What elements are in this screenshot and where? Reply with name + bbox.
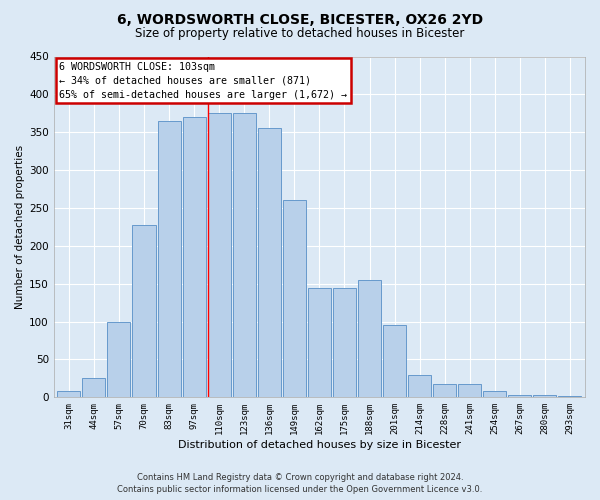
Bar <box>483 392 506 398</box>
Bar <box>283 200 306 398</box>
X-axis label: Distribution of detached houses by size in Bicester: Distribution of detached houses by size … <box>178 440 461 450</box>
Bar <box>308 288 331 398</box>
Bar <box>508 395 532 398</box>
Text: 6 WORDSWORTH CLOSE: 103sqm
← 34% of detached houses are smaller (871)
65% of sem: 6 WORDSWORTH CLOSE: 103sqm ← 34% of deta… <box>59 62 347 100</box>
Text: Size of property relative to detached houses in Bicester: Size of property relative to detached ho… <box>136 28 464 40</box>
Bar <box>133 224 155 398</box>
Bar <box>408 374 431 398</box>
Y-axis label: Number of detached properties: Number of detached properties <box>15 145 25 309</box>
Bar <box>258 128 281 398</box>
Bar <box>208 114 230 398</box>
Bar <box>333 288 356 398</box>
Bar <box>233 114 256 398</box>
Bar <box>383 326 406 398</box>
Bar <box>559 396 581 398</box>
Text: 6, WORDSWORTH CLOSE, BICESTER, OX26 2YD: 6, WORDSWORTH CLOSE, BICESTER, OX26 2YD <box>117 12 483 26</box>
Bar <box>433 384 456 398</box>
Bar <box>82 378 106 398</box>
Bar <box>158 121 181 398</box>
Bar <box>107 322 130 398</box>
Bar <box>533 395 556 398</box>
Bar <box>458 384 481 398</box>
Bar <box>182 117 206 398</box>
Text: Contains HM Land Registry data © Crown copyright and database right 2024.
Contai: Contains HM Land Registry data © Crown c… <box>118 472 482 494</box>
Bar <box>57 392 80 398</box>
Bar <box>358 280 381 398</box>
